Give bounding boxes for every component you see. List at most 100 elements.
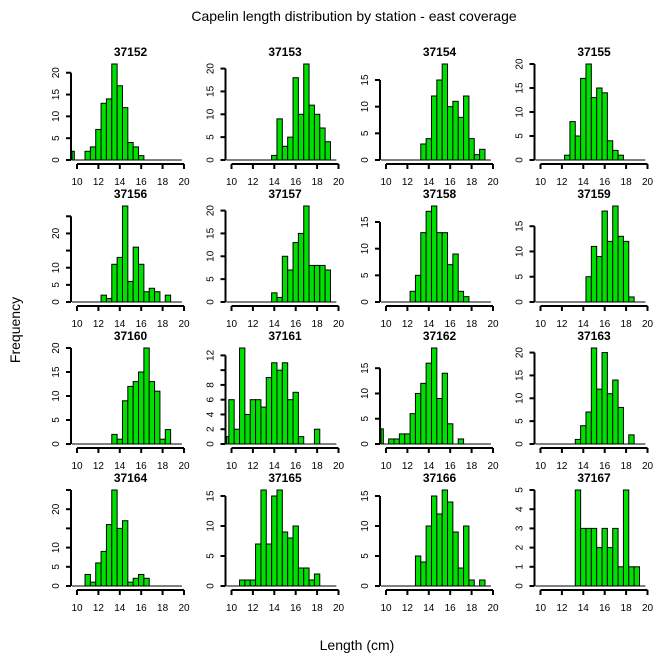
y-tick-label: 0 [360,157,371,163]
x-tick-label: 20 [487,603,499,614]
x-tick-label: 18 [621,177,633,188]
x-tick-label: 20 [178,461,190,472]
x-tick-label: 10 [71,461,83,472]
bar [287,269,294,303]
y-tick-label: 20 [515,58,526,70]
y-axis-label: Frequency [7,297,23,363]
y-tick-label: 20 [51,503,62,515]
x-tick-label: 12 [93,603,105,614]
bar [414,274,422,303]
bar [89,146,97,161]
y-tick-label: 10 [51,110,62,122]
panel-37155: 37155 10 12 14 16 18 20 0 5 10 15 20 [515,45,654,188]
panel-37158: 37158 10 12 14 16 18 20 0 5 10 15 [360,187,499,330]
bar [441,489,449,587]
bar [447,423,454,445]
bar [138,155,145,161]
bar [580,425,587,445]
y-tick-label: 15 [206,490,217,502]
x-tick-label: 10 [380,603,392,614]
bar [233,428,241,445]
bar [154,390,161,445]
bar [138,371,145,445]
x-tick-label: 18 [312,177,324,188]
bar [447,264,454,303]
bar [463,296,470,303]
y-tick-label: 0 [51,441,62,447]
bar [287,399,294,445]
y-tick-label: 5 [360,130,371,136]
bar [436,398,443,445]
bar [380,428,384,445]
x-tick-label: 16 [599,177,611,188]
panel-title: 37160 [114,329,148,343]
y-tick-label: 15 [51,366,62,378]
panel-title: 37163 [577,329,611,343]
bar [452,100,459,161]
x-tick-label: 18 [621,461,633,472]
bar [148,381,156,445]
bar [297,232,305,303]
x-tick-label: 16 [599,319,611,330]
bar [276,118,283,161]
bar [601,92,608,161]
y-tick-label: 0 [515,299,526,305]
x-axis-label: Length (cm) [320,637,395,653]
panel-37166: 37166 10 12 14 16 18 20 0 5 10 15 [360,471,499,614]
x-tick-label: 16 [290,319,302,330]
bar [265,377,273,445]
bar [148,287,156,303]
y-tick-label: 20 [206,63,217,75]
y-tick-label: 15 [515,369,526,381]
bar [596,388,603,445]
y-tick-label: 0 [515,441,526,447]
panel-37165: 37165 10 12 14 16 18 20 0 5 10 15 [206,471,345,614]
bar [154,291,161,303]
x-tick-label: 14 [578,177,590,188]
bar [420,143,427,161]
x-tick-label: 18 [466,461,478,472]
bar [297,436,305,445]
x-tick-label: 16 [599,461,611,472]
chart-title: Capelin length distribution by station -… [191,8,517,24]
bar [436,79,443,161]
bar [308,264,315,303]
y-tick-label: 0 [206,583,217,589]
x-tick-label: 16 [445,603,457,614]
y-tick-label: 6 [206,396,217,402]
y-tick-label: 0 [51,583,62,589]
bar [116,527,123,587]
x-tick-label: 16 [136,177,148,188]
x-tick-label: 18 [312,461,324,472]
bar [255,399,262,445]
bar [425,362,432,445]
bar [622,240,630,303]
bar [606,140,614,161]
y-tick-label: 20 [206,205,217,217]
y-tick-label: 5 [206,553,217,559]
x-tick-label: 18 [621,603,633,614]
x-tick-label: 12 [402,461,414,472]
bar [580,77,587,161]
bar [111,263,118,303]
bar [596,87,603,161]
x-tick-label: 12 [247,603,259,614]
bar [447,501,454,587]
panel-title: 37156 [114,187,148,201]
bar [239,347,246,445]
panel-37160: 37160 10 12 14 16 18 20 0 5 10 15 20 [51,329,190,472]
y-tick-label: 0 [206,441,217,447]
bar [319,264,326,303]
panel-37157: 37157 10 12 14 16 18 20 0 5 10 15 20 [206,187,345,330]
x-tick-label: 20 [178,319,190,330]
bar [84,150,91,161]
x-tick-label: 10 [226,319,238,330]
x-tick-label: 20 [178,177,190,188]
bar [89,581,97,587]
y-tick-label: 10 [206,250,217,262]
y-tick-label: 20 [51,67,62,79]
bar [95,128,102,161]
bar [590,347,598,445]
x-tick-label: 16 [290,461,302,472]
bar [452,531,459,587]
